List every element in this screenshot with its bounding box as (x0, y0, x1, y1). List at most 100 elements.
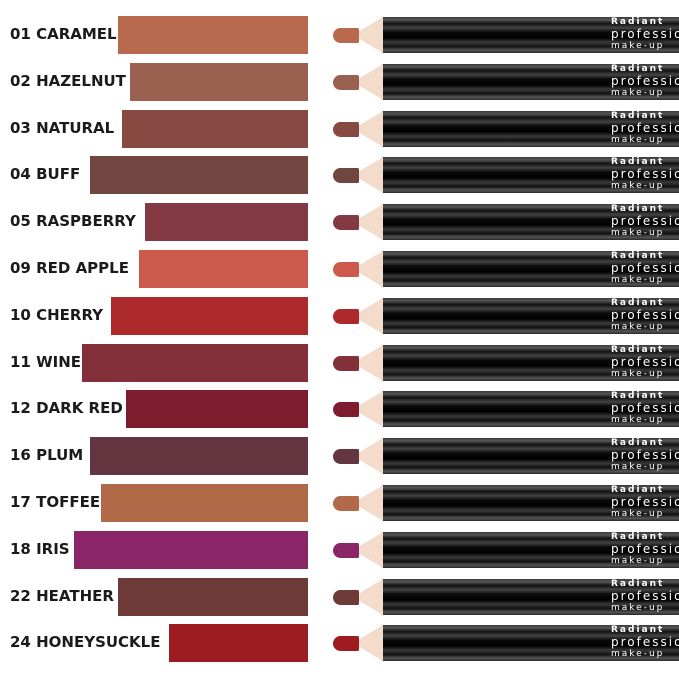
pencil-tip (333, 636, 359, 652)
pencil-tip (333, 262, 359, 277)
shade-row: 16 PLUM Radiant professional make-up (0, 436, 679, 476)
color-swatch (145, 203, 308, 242)
pencil-text: professional (611, 120, 679, 135)
pencil-body: Radiant professional make-up (383, 251, 679, 287)
pencil-text: professional (611, 588, 679, 603)
pencil-text: professional (611, 541, 679, 556)
shade-row: 02 HAZELNUT Radiant professional make-up (0, 62, 679, 102)
pencil-text: make-up (611, 649, 665, 660)
pencil-text: professional (611, 495, 679, 509)
pencil-brand: Radiant (611, 110, 665, 121)
pencil-body: Radiant professional make-up (383, 625, 679, 662)
shade-row: 01 CARAMEL Radiant professional make-up (0, 15, 679, 55)
shade-label: 05 RASPBERRY (10, 212, 136, 231)
pencil-text: professional (611, 448, 679, 463)
shade-row: 10 CHERRY Radiant professional make-up (0, 296, 679, 336)
pencil-brand: Radiant (611, 17, 665, 27)
color-swatch (130, 62, 308, 101)
pencil-text: make-up (611, 462, 665, 473)
pencil-wood-end (381, 625, 384, 662)
shade-label: 16 PLUM (10, 446, 84, 465)
pencil-tip (333, 355, 359, 371)
pencil-tip (333, 74, 359, 90)
pencil-brand: Radiant (611, 251, 665, 261)
pencil-body: Radiant professional make-up (383, 63, 679, 100)
shade-label: 22 HEATHER (10, 586, 114, 605)
pencil-text: make-up (611, 368, 665, 379)
pencil-body: Radiant professional make-up (383, 17, 679, 53)
pencil-text: professional (611, 167, 679, 182)
shade-row: 04 BUFF Radiant professional make-up (0, 155, 679, 195)
pencil-tip (333, 308, 359, 324)
shade-row: 17 TOFFEE Radiant professional make-up (0, 483, 679, 523)
pencil-wood-end (381, 204, 384, 241)
pencil-body: Radiant professional make-up (383, 110, 679, 147)
pencil-text: make-up (611, 181, 665, 192)
pencil-text: make-up (611, 134, 665, 145)
pencil-text: make-up (611, 228, 665, 239)
shade-label: 18 IRIS (10, 539, 70, 558)
pencil-image: Radiant professional make-up (333, 578, 679, 615)
pencil-image: Radiant professional make-up (333, 391, 679, 428)
pencil-text: make-up (611, 602, 665, 613)
shade-label: 12 DARK RED (10, 399, 123, 418)
color-swatch (82, 343, 308, 382)
pencil-brand: Radiant (611, 204, 665, 215)
shade-label: 24 HONEYSUCKLE (10, 633, 161, 652)
pencil-body: Radiant professional make-up (383, 485, 679, 521)
pencil-brand: Radiant (611, 344, 665, 355)
color-swatch (90, 156, 308, 195)
pencil-brand: Radiant (611, 63, 665, 74)
pencil-image: Radiant professional make-up (333, 344, 679, 381)
pencil-brand: Radiant (611, 157, 665, 168)
pencil-wood-end (381, 110, 384, 147)
color-swatch (118, 577, 308, 616)
pencil-brand: Radiant (611, 531, 665, 542)
pencil-wood-end (381, 531, 384, 568)
pencil-body: Radiant professional make-up (383, 531, 679, 568)
pencil-image: Radiant professional make-up (333, 63, 679, 100)
pencil-brand: Radiant (611, 578, 665, 589)
pencil-image: Radiant professional make-up (333, 157, 679, 194)
color-swatch (169, 624, 308, 663)
pencil-image: Radiant professional make-up (333, 110, 679, 147)
pencil-image: Radiant professional make-up (333, 485, 679, 521)
pencil-wood-end (381, 297, 384, 334)
pencil-wood-end (381, 63, 384, 100)
pencil-wood-end (381, 391, 384, 428)
shade-row: 22 HEATHER Radiant professional make-up (0, 577, 679, 617)
pencil-body: Radiant professional make-up (383, 438, 679, 475)
shade-row: 18 IRIS Radiant professional make-up (0, 530, 679, 570)
pencil-text: professional (611, 27, 679, 41)
pencil-image: Radiant professional make-up (333, 251, 679, 287)
pencil-tip (333, 215, 359, 231)
shade-row: 11 WINE Radiant professional make-up (0, 343, 679, 383)
pencil-text: make-up (611, 555, 665, 566)
color-swatch (111, 296, 308, 335)
pencil-text: professional (611, 73, 679, 88)
pencil-tip (333, 168, 359, 184)
pencil-body: Radiant professional make-up (383, 157, 679, 194)
color-swatch (126, 390, 308, 429)
pencil-image: Radiant professional make-up (333, 204, 679, 241)
pencil-wood-end (381, 251, 384, 287)
pencil-brand: Radiant (611, 625, 665, 636)
pencil-wood-end (381, 485, 384, 521)
color-swatch (139, 250, 308, 288)
pencil-text: make-up (611, 509, 665, 519)
pencil-tip (333, 402, 359, 418)
shade-row: 12 DARK RED Radiant professional make-up (0, 389, 679, 429)
pencil-text: professional (611, 401, 679, 416)
shade-label: 11 WINE (10, 352, 82, 371)
pencil-tip (333, 589, 359, 605)
pencil-tip (333, 28, 359, 43)
pencil-text: professional (611, 261, 679, 275)
pencil-wood-end (381, 17, 384, 53)
pencil-tip (333, 121, 359, 137)
shade-row: 03 NATURAL Radiant professional make-up (0, 109, 679, 149)
pencil-brand: Radiant (611, 297, 665, 308)
pencil-text: make-up (611, 87, 665, 98)
pencil-image: Radiant professional make-up (333, 531, 679, 568)
pencil-body: Radiant professional make-up (383, 297, 679, 334)
pencil-tip (333, 542, 359, 558)
